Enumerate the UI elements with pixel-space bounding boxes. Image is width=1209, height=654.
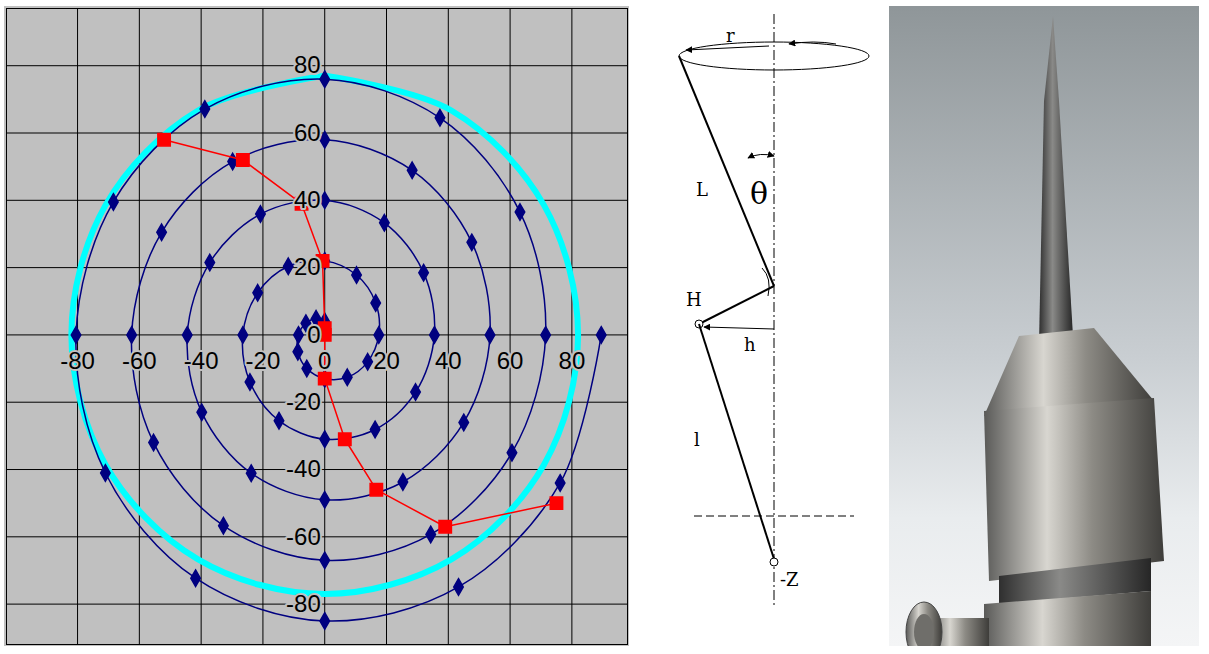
svg-text:L: L (696, 179, 708, 200)
svg-text:r: r (726, 25, 735, 46)
svg-text:20: 20 (373, 347, 400, 374)
svg-text:80: 80 (559, 347, 586, 374)
svg-text:40: 40 (435, 347, 462, 374)
svg-text:-60: -60 (122, 347, 157, 374)
svg-text:60: 60 (294, 119, 321, 146)
svg-text:0: 0 (318, 347, 331, 374)
svg-text:0: 0 (307, 321, 320, 348)
svg-text:-20: -20 (246, 347, 281, 374)
svg-text:-40: -40 (286, 455, 321, 482)
svg-text:-60: -60 (286, 522, 321, 549)
svg-text:H: H (686, 289, 702, 310)
svg-text:40: 40 (294, 186, 321, 213)
svg-text:-Z: -Z (780, 569, 799, 590)
svg-text:20: 20 (294, 253, 321, 280)
svg-text:l: l (694, 429, 700, 450)
svg-text:-80: -80 (286, 590, 321, 617)
svg-text:-20: -20 (286, 388, 321, 415)
svg-text:-40: -40 (184, 347, 219, 374)
svg-text:60: 60 (497, 347, 524, 374)
svg-text:θ: θ (750, 176, 768, 211)
svg-text:-80: -80 (60, 347, 95, 374)
svg-text:h: h (744, 334, 756, 355)
svg-text:80: 80 (294, 51, 321, 78)
